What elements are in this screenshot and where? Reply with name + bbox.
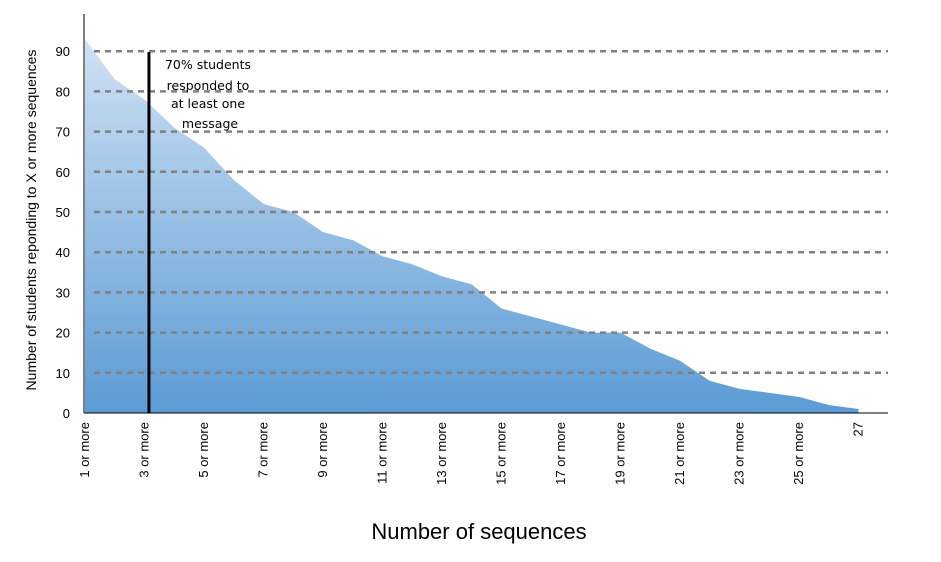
annotation-line-4: message <box>182 116 238 131</box>
y-tick-label: 10 <box>56 366 70 381</box>
annotation-line-1: 70% students <box>165 57 251 72</box>
x-tick-label: 21 or more <box>672 422 687 485</box>
y-tick-label: 60 <box>56 165 70 180</box>
x-axis-label: Number of sequences <box>371 519 586 544</box>
y-tick-label: 30 <box>56 285 70 300</box>
x-tick-label: 3 or more <box>137 422 152 478</box>
x-tick-label: 13 or more <box>434 422 449 485</box>
y-tick-label: 50 <box>56 205 70 220</box>
annotation-line-3: at least one <box>171 96 245 111</box>
y-tick-label: 40 <box>56 245 70 260</box>
y-tick-label: 80 <box>56 84 70 99</box>
x-tick-label: 25 or more <box>791 422 806 485</box>
annotation-line-2: responded to <box>167 78 250 93</box>
annotation-text: 70% students responded to at least one m… <box>165 57 255 131</box>
y-tick-label: 0 <box>63 406 70 421</box>
y-tick-label: 90 <box>56 44 70 59</box>
x-tick-label: 27 <box>851 422 866 436</box>
x-tick-label: 17 or more <box>553 422 568 485</box>
x-tick-label: 23 or more <box>732 422 747 485</box>
y-tick-labels: 0 10 20 30 40 50 60 70 80 90 <box>56 44 70 421</box>
x-tick-label: 7 or more <box>256 422 271 478</box>
area-series <box>85 39 859 413</box>
x-tick-labels: 1 or more 3 or more 5 or more 7 or more 9 or… <box>77 422 866 485</box>
x-tick-label: 15 or more <box>494 422 509 485</box>
x-tick-label: 1 or more <box>77 422 92 478</box>
x-tick-label: 9 or more <box>315 422 330 478</box>
x-tick-label: 5 or more <box>196 422 211 478</box>
x-tick-label: 19 or more <box>613 422 628 485</box>
grid-lines <box>94 49 888 375</box>
y-axis-label: Number of students reponding to X or mor… <box>23 50 39 391</box>
y-tick-label: 20 <box>56 326 70 341</box>
x-tick-label: 11 or more <box>375 422 390 484</box>
y-tick-label: 70 <box>56 125 70 140</box>
